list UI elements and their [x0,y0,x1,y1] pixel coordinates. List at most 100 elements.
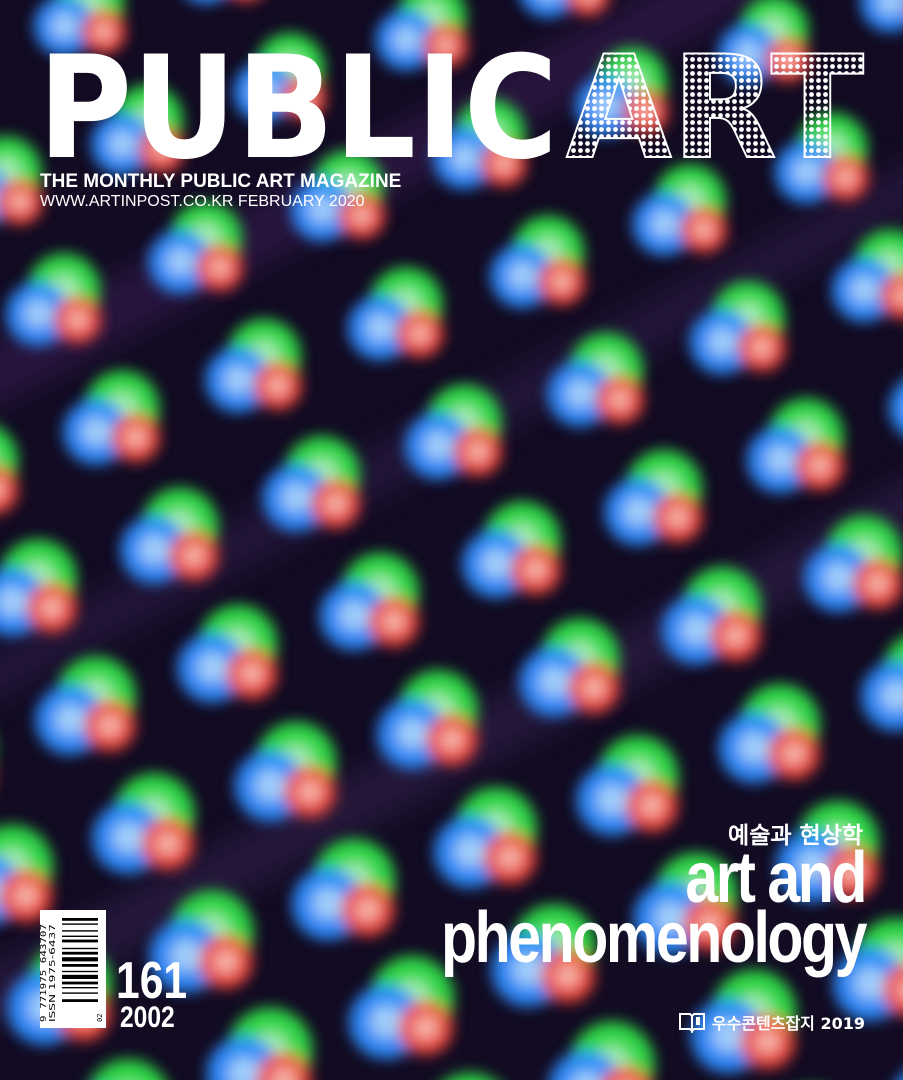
website-and-date: WWW.ARTINPOST.CO.KR FEBRUARY 2020 [40,193,365,210]
bokeh-highlight [542,0,554,2]
bokeh-highlight [182,544,206,568]
bokeh-highlight [311,887,345,921]
bokeh-highlight [467,441,489,463]
bokeh-highlight [81,417,111,447]
bokeh-highlight [580,0,596,4]
bokeh-highlight [450,144,478,172]
barcode-bar [62,939,98,943]
bokeh-highlight [511,953,545,987]
bokeh-highlight [382,610,406,634]
bokeh-highlight [369,1005,403,1039]
barcode-bar [62,974,98,979]
bokeh-highlight [0,586,28,618]
bokeh-green-light [91,1059,165,1080]
bokeh-highlight [436,36,456,56]
bokeh-highlight [751,337,773,359]
bokeh-red-light [0,466,19,514]
masthead-art: ART [566,42,864,172]
bokeh-highlight [795,849,829,883]
bokeh-highlight [50,12,78,40]
bokeh-highlight [792,158,820,186]
feature-title: art and phenomenology [441,838,867,974]
issue-number: 161 [116,952,188,1010]
bokeh-highlight [707,327,737,357]
bokeh-highlight [396,718,428,750]
bokeh-highlight [307,195,337,225]
bokeh-blue-light [191,0,221,4]
bokeh-highlight [54,704,86,736]
bokeh-blue-light [889,381,903,435]
bokeh-highlight [698,912,722,936]
bokeh-highlight [67,309,89,331]
bokeh-highlight [565,379,595,409]
bokeh-blue-light [520,0,576,18]
bokeh-highlight [209,257,231,279]
bokeh-highlight [551,271,573,293]
bokeh-highlight [94,22,114,42]
bokeh-highlight [876,0,903,16]
bokeh-highlight [596,784,628,816]
barcode-bar [62,957,98,962]
bokeh-highlight [165,247,195,277]
barcode-bar [62,970,98,973]
barcode: 9 771975 643707 ISSN 1975-6437 02 [40,910,106,1028]
bokeh-red-light [883,964,903,1016]
bokeh-highlight [734,40,762,68]
bokeh-highlight [9,191,31,213]
bokeh-highlight [298,780,322,804]
bokeh-highlight [111,821,145,855]
bokeh-highlight [98,714,122,738]
barcode-bar [62,951,98,955]
bokeh-highlight [40,596,64,620]
bokeh-highlight [196,652,228,684]
bokeh-highlight [250,78,278,106]
bokeh-highlight [267,375,289,397]
bokeh-highlight [822,562,854,594]
bokeh-highlight [893,285,903,307]
bokeh-highlight [338,600,370,632]
bokeh-highlight [897,980,903,1000]
bokeh-highlight [351,205,373,227]
bokeh-highlight [724,624,748,648]
feature-title-line-1: art and [685,838,867,918]
bokeh-highlight [693,219,715,241]
tagline: THE MONTHLY PUBLIC ART MAGAZINE [40,171,402,192]
bokeh-highlight [423,431,453,461]
bokeh-red-light [566,0,610,16]
bokeh-highlight [213,949,239,975]
barcode-bar [62,930,98,932]
issn-label: ISSN 1975-6437 [48,924,57,1022]
bokeh-highlight [609,389,631,411]
bokeh-highlight [738,732,770,764]
bokeh-red-light [256,1052,312,1080]
bokeh-highlight [524,558,548,582]
barcode-addon: 02 [96,1014,104,1022]
bokeh-blue-light [897,1074,903,1080]
bokeh-highlight [240,662,264,686]
issue-code: 2002 [120,1001,175,1034]
bokeh-highlight [493,153,515,175]
bokeh-highlight [138,534,170,566]
bokeh-highlight [356,898,380,922]
bokeh-highlight [271,1067,297,1080]
bokeh-highlight [169,939,203,973]
bokeh-highlight [156,832,180,856]
bokeh-blue-light [549,1050,623,1080]
bokeh-highlight [582,676,606,700]
barcode-bar [62,935,98,937]
bokeh-highlight [281,483,311,513]
barcode-bar [62,992,98,994]
barcode-digits: 9 771975 643707 [40,924,48,1022]
bokeh-highlight [592,92,620,120]
bokeh-highlight [711,1019,745,1053]
bokeh-highlight [14,884,38,908]
bokeh-highlight [555,963,581,989]
barcode-bar [62,918,98,921]
bokeh-highlight [666,506,690,530]
award-label: 우수콘텐츠잡지 2019 [711,1014,865,1033]
open-book-icon [678,1013,705,1033]
bokeh-highlight [409,323,431,345]
bokeh-highlight [840,860,864,884]
